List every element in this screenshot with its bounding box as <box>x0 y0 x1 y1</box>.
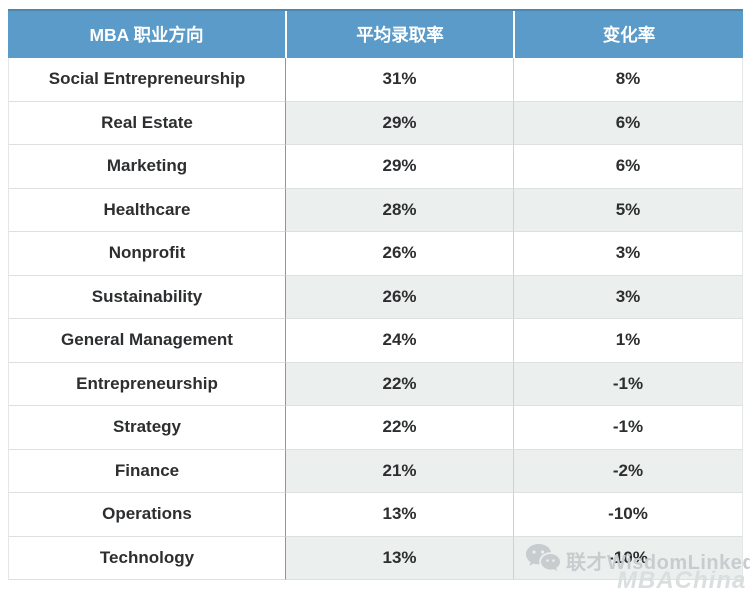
career-cell: Real Estate <box>8 101 285 145</box>
career-cell: Strategy <box>8 406 285 450</box>
career-cell: Finance <box>8 449 285 493</box>
table-row: Sustainability 26% 3% <box>8 275 743 319</box>
change-cell: -1% <box>513 406 743 450</box>
change-cell: 1% <box>513 319 743 363</box>
rate-cell: 28% <box>285 188 513 232</box>
table-row: Strategy 22% -1% <box>8 406 743 450</box>
change-cell: 6% <box>513 101 743 145</box>
table-row: Nonprofit 26% 3% <box>8 232 743 276</box>
career-cell: Sustainability <box>8 275 285 319</box>
change-cell: 3% <box>513 275 743 319</box>
rate-cell: 13% <box>285 493 513 537</box>
watermark-brand: MBAChina <box>617 567 747 594</box>
table-row: Entrepreneurship 22% -1% <box>8 362 743 406</box>
table-row: Technology 13% -10% <box>8 536 743 580</box>
rate-cell: 31% <box>285 58 513 102</box>
table-row: General Management 24% 1% <box>8 319 743 363</box>
header-career-column: MBA 职业方向 <box>89 25 204 45</box>
change-cell: -1% <box>513 362 743 406</box>
rate-cell: 26% <box>285 232 513 276</box>
table-row: Real Estate 29% 6% <box>8 101 743 145</box>
career-cell: Entrepreneurship <box>8 362 285 406</box>
table-row: Healthcare 28% 5% <box>8 188 743 232</box>
career-cell: Technology <box>8 536 285 580</box>
header-change-rate-column: 变化率 <box>513 11 743 58</box>
career-cell: Nonprofit <box>8 232 285 276</box>
change-cell: 3% <box>513 232 743 276</box>
career-cell: Social Entrepreneurship <box>8 58 285 102</box>
career-cell: General Management <box>8 319 285 363</box>
change-cell: 5% <box>513 188 743 232</box>
rate-cell: 22% <box>285 406 513 450</box>
mba-career-table: MBA 职业方向 平均录取率 变化率 Social Entrepreneursh… <box>8 9 743 580</box>
rate-cell: 29% <box>285 145 513 189</box>
rate-cell: 24% <box>285 319 513 363</box>
header-acceptance-rate-column: 平均录取率 <box>285 11 513 58</box>
change-cell: -10% <box>513 493 743 537</box>
change-cell: 8% <box>513 58 743 102</box>
change-cell: 6% <box>513 145 743 189</box>
career-cell: Operations <box>8 493 285 537</box>
rate-cell: 29% <box>285 101 513 145</box>
table-row: Marketing 29% 6% <box>8 145 743 189</box>
career-cell: Healthcare <box>8 188 285 232</box>
change-cell: -2% <box>513 449 743 493</box>
rate-cell: 13% <box>285 536 513 580</box>
table-header-row: MBA 职业方向 平均录取率 变化率 <box>8 9 743 58</box>
rate-cell: 21% <box>285 449 513 493</box>
table-row: Social Entrepreneurship 31% 8% <box>8 58 743 102</box>
rate-cell: 26% <box>285 275 513 319</box>
career-cell: Marketing <box>8 145 285 189</box>
table-row: Finance 21% -2% <box>8 449 743 493</box>
rate-cell: 22% <box>285 362 513 406</box>
table-row: Operations 13% -10% <box>8 493 743 537</box>
